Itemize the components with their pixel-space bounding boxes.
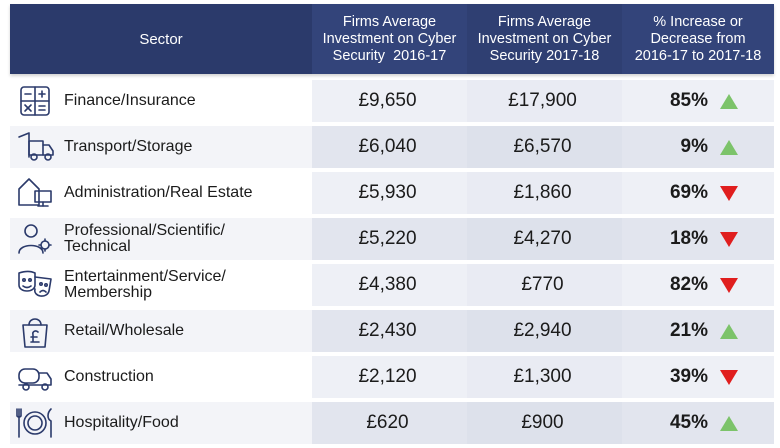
value-2016-17: £5,930 xyxy=(312,172,467,214)
percent-value: 82% xyxy=(669,274,708,295)
percent-change: 85% xyxy=(622,80,774,122)
decrease-arrow-icon xyxy=(720,231,738,247)
decrease-arrow-icon xyxy=(720,185,738,201)
sector-label: Construction xyxy=(60,356,312,398)
table-row: Transport/Storage £6,040 £6,570 9% xyxy=(10,126,774,168)
table-row: Administration/Real Estate £5,930 £1,860 69… xyxy=(10,172,774,214)
sector-label: Entertainment/Service/Membership xyxy=(60,264,312,306)
sector-label: Transport/Storage xyxy=(60,126,312,168)
percent-value: 39% xyxy=(669,366,708,387)
value-2017-18: £1,860 xyxy=(467,172,622,214)
percent-change: 18% xyxy=(622,218,774,260)
value-2017-18: £17,900 xyxy=(467,80,622,122)
shopping-bag-pound-icon xyxy=(10,310,60,352)
percent-change: 82% xyxy=(622,264,774,306)
header-investment-2017-18: Firms Average Investment on Cyber Security… xyxy=(467,4,622,74)
percent-value: 69% xyxy=(669,182,708,203)
theatre-masks-icon xyxy=(10,264,60,306)
sector-label-line: Professional/Scientific/ xyxy=(64,222,225,239)
sector-label-line: Construction xyxy=(64,368,154,385)
sector-label-line: Entertainment/Service/ xyxy=(64,268,226,285)
truck-icon xyxy=(10,126,60,168)
value-2017-18: £2,940 xyxy=(467,310,622,352)
percent-value: 18% xyxy=(669,228,708,249)
decrease-arrow-icon xyxy=(720,369,738,385)
percent-change: 69% xyxy=(622,172,774,214)
increase-arrow-icon xyxy=(720,323,738,339)
header-percent-change: % Increase or Decrease from 2016-17 to 201… xyxy=(622,4,774,74)
value-2016-17: £6,040 xyxy=(312,126,467,168)
percent-value: 85% xyxy=(669,90,708,111)
sector-label-line: Hospitality/Food xyxy=(64,414,179,431)
value-2017-18: £6,570 xyxy=(467,126,622,168)
plate-cutlery-icon xyxy=(10,402,60,444)
sector-label-line: Technical xyxy=(64,238,131,255)
table-row: Retail/Wholesale £2,430 £2,940 21% xyxy=(10,310,774,352)
sector-label-line: Transport/Storage xyxy=(64,138,193,155)
percent-change: 45% xyxy=(622,402,774,444)
percent-change: 21% xyxy=(622,310,774,352)
sector-label-line: Administration/Real Estate xyxy=(64,184,253,201)
percent-change: 39% xyxy=(622,356,774,398)
value-2017-18: £4,270 xyxy=(467,218,622,260)
header-sector: Sector xyxy=(139,30,183,48)
value-2016-17: £2,120 xyxy=(312,356,467,398)
percent-value: 9% xyxy=(680,136,708,157)
sector-label: Retail/Wholesale xyxy=(60,310,312,352)
house-computer-icon xyxy=(10,172,60,214)
sector-label-line: Finance/Insurance xyxy=(64,92,196,109)
sector-label: Finance/Insurance xyxy=(60,80,312,122)
percent-value: 45% xyxy=(669,412,708,433)
calculator-icon xyxy=(10,80,60,122)
table-row: Professional/Scientific/Technical £5,220 £… xyxy=(10,218,774,260)
value-2016-17: £4,380 xyxy=(312,264,467,306)
table-row: Construction £2,120 £1,300 39% xyxy=(10,356,774,398)
value-2016-17: £620 xyxy=(312,402,467,444)
table-row: Hospitality/Food £620 £900 45% xyxy=(10,402,774,444)
sector-label-line: Retail/Wholesale xyxy=(64,322,185,339)
value-2017-18: £770 xyxy=(467,264,622,306)
sector-label-line: Membership xyxy=(64,284,153,301)
value-2016-17: £9,650 xyxy=(312,80,467,122)
percent-change: 9% xyxy=(622,126,774,168)
table-row: Finance/Insurance £9,650 £17,900 85% xyxy=(10,80,774,122)
increase-arrow-icon xyxy=(720,415,738,431)
table-row: Entertainment/Service/Membership £4,380 £7… xyxy=(10,264,774,306)
decrease-arrow-icon xyxy=(720,277,738,293)
percent-value: 21% xyxy=(669,320,708,341)
sector-label: Hospitality/Food xyxy=(60,402,312,444)
value-2016-17: £2,430 xyxy=(312,310,467,352)
person-gear-icon xyxy=(10,218,60,260)
increase-arrow-icon xyxy=(720,139,738,155)
increase-arrow-icon xyxy=(720,93,738,109)
value-2017-18: £900 xyxy=(467,402,622,444)
value-2016-17: £5,220 xyxy=(312,218,467,260)
sector-label: Professional/Scientific/Technical xyxy=(60,218,312,260)
table-header: Sector Firms Average Investment on Cyber S… xyxy=(10,4,774,74)
cement-truck-icon xyxy=(10,356,60,398)
value-2017-18: £1,300 xyxy=(467,356,622,398)
header-investment-2016-17: Firms Average Investment on Cyber Security… xyxy=(312,4,467,74)
sector-label: Administration/Real Estate xyxy=(60,172,312,214)
